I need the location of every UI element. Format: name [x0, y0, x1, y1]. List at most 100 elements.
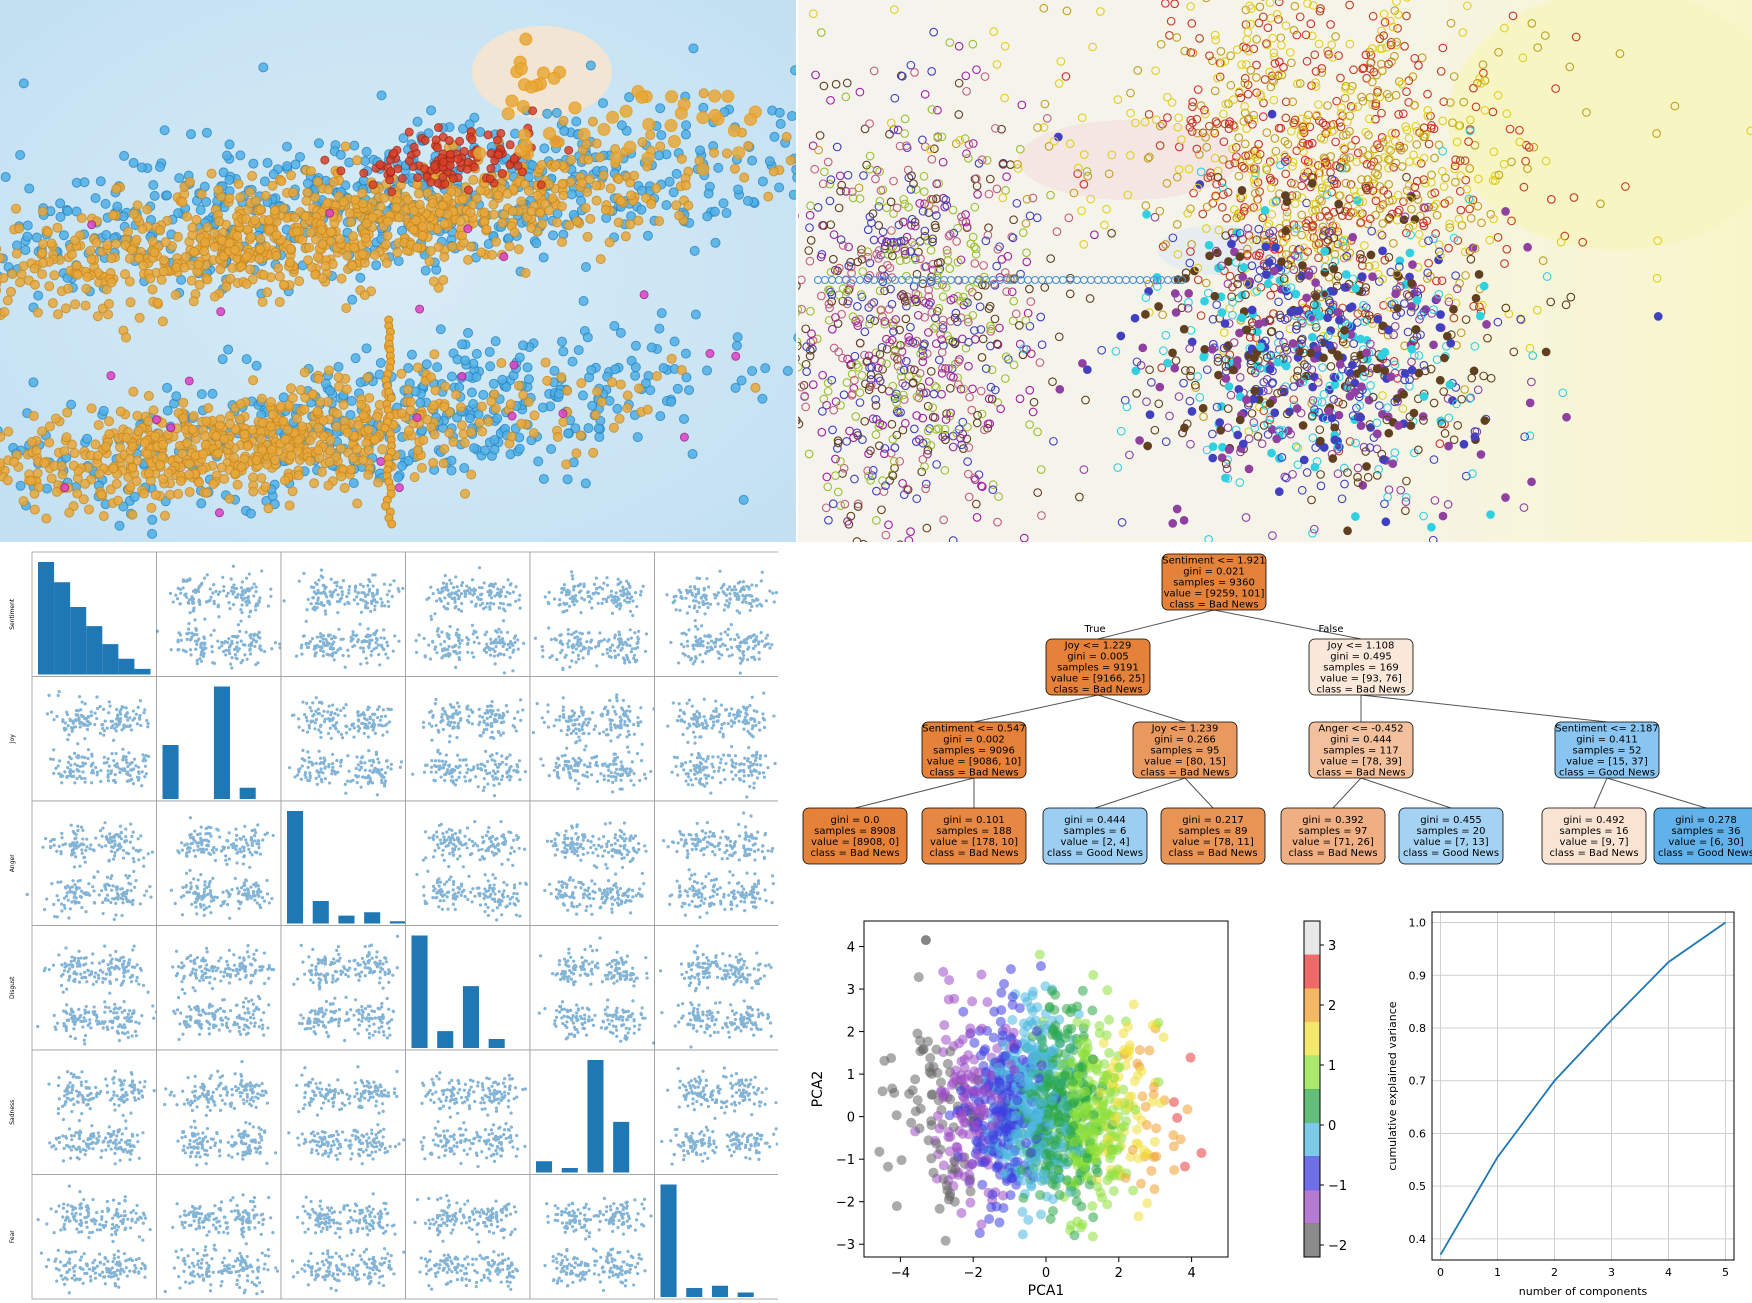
scatter-point — [493, 190, 504, 201]
scatter-point — [1069, 188, 1079, 198]
scatter-point — [364, 393, 375, 404]
scatter-point — [187, 424, 198, 435]
scatter-point — [808, 380, 818, 389]
scatter-point — [180, 251, 191, 262]
scatter-point — [1324, 211, 1333, 221]
scatter-point — [1378, 246, 1387, 256]
scatter-point — [463, 224, 473, 234]
scatter-point — [1042, 113, 1052, 123]
scatter-point — [889, 456, 899, 466]
scatter-point — [860, 416, 870, 426]
scatter-point — [269, 205, 280, 216]
scatter-point — [301, 195, 312, 206]
scatter-point — [313, 138, 324, 149]
scatter-point — [412, 242, 423, 253]
scatter-point — [299, 404, 310, 415]
scatter-point — [437, 200, 448, 211]
scatter-point — [420, 164, 430, 174]
scatter-point — [213, 448, 224, 459]
scatter-point — [698, 102, 709, 113]
scatter-point — [1438, 511, 1448, 521]
scatter-point — [1449, 313, 1459, 323]
scatter-point — [889, 176, 898, 186]
scatter-point — [916, 382, 926, 392]
scatter-point — [946, 316, 956, 326]
scatter-point — [514, 62, 528, 76]
scatter-point — [763, 191, 774, 202]
scatter-point — [1283, 139, 1293, 149]
scatter-point — [147, 514, 158, 525]
scatter-point — [55, 211, 66, 222]
scatter-point — [990, 280, 1000, 290]
scatter-point — [1246, 164, 1255, 174]
scatter-point — [1361, 127, 1371, 137]
scatter-point — [29, 263, 40, 274]
scatter-point — [566, 154, 577, 165]
scatter-point — [864, 385, 874, 395]
scatter-point — [125, 297, 136, 308]
scatter-point — [312, 406, 323, 417]
scatter-point — [1516, 314, 1526, 324]
scatter-point — [901, 314, 911, 324]
scatter-point — [294, 276, 305, 287]
scatter-point — [1208, 429, 1217, 439]
scatter-point — [1394, 205, 1404, 215]
scatter-point — [213, 184, 224, 195]
scatter-point — [232, 230, 243, 241]
scatter-point — [94, 468, 105, 479]
scatter-point — [902, 232, 912, 242]
scatter-point — [1359, 63, 1369, 73]
scatter-point — [1308, 221, 1318, 230]
scatter-point — [926, 245, 936, 255]
scatter-point — [1369, 67, 1379, 77]
scatter-point — [31, 445, 42, 456]
scatter-point — [1371, 196, 1381, 206]
scatter-point — [444, 427, 455, 438]
scatter-point — [860, 124, 870, 134]
scatter-point — [865, 319, 874, 329]
scatter-point — [18, 261, 29, 272]
scatter-point — [901, 356, 911, 366]
scatter-point — [698, 88, 709, 99]
scatter-point — [671, 200, 682, 211]
scatter-point — [918, 438, 928, 448]
scatter-point — [497, 218, 508, 229]
scatter-point — [956, 212, 966, 222]
scatter-point — [1409, 150, 1418, 160]
scatter-point — [934, 303, 944, 313]
scatter-point — [242, 441, 253, 452]
scatter-point — [828, 425, 837, 435]
scatter-point — [582, 186, 593, 197]
scatter-point — [892, 398, 901, 407]
scatter-point — [798, 416, 801, 425]
scatter-point — [831, 313, 840, 322]
scatter-point — [888, 242, 898, 252]
scatter-point — [969, 326, 979, 335]
scatter-point — [828, 499, 838, 509]
scatter-point — [931, 223, 940, 233]
scatter-point — [1048, 377, 1057, 387]
scatter-point — [1340, 144, 1349, 154]
scatter-point — [32, 468, 43, 479]
scatter-point — [139, 488, 150, 499]
scatter-point — [175, 475, 186, 486]
scatter-point — [202, 274, 213, 285]
scatter-point — [843, 299, 852, 309]
scatter-point — [992, 261, 1002, 271]
scatter-point — [104, 429, 115, 440]
scatter-point — [727, 124, 741, 138]
scatter-point — [429, 349, 440, 360]
scatter-point — [1293, 443, 1303, 453]
scatter-point — [1218, 109, 1228, 119]
scatter-point — [721, 148, 732, 159]
scatter-point — [583, 154, 594, 165]
scatter-point — [941, 195, 951, 205]
scatter-point — [912, 494, 922, 504]
scatter-point — [1392, 0, 1401, 6]
scatter-point — [1404, 181, 1414, 191]
scatter-point — [1465, 164, 1475, 173]
scatter-point — [816, 28, 826, 37]
scatter-point — [1212, 119, 1222, 128]
scatter-point — [1218, 155, 1228, 164]
scatter-point — [855, 194, 865, 203]
